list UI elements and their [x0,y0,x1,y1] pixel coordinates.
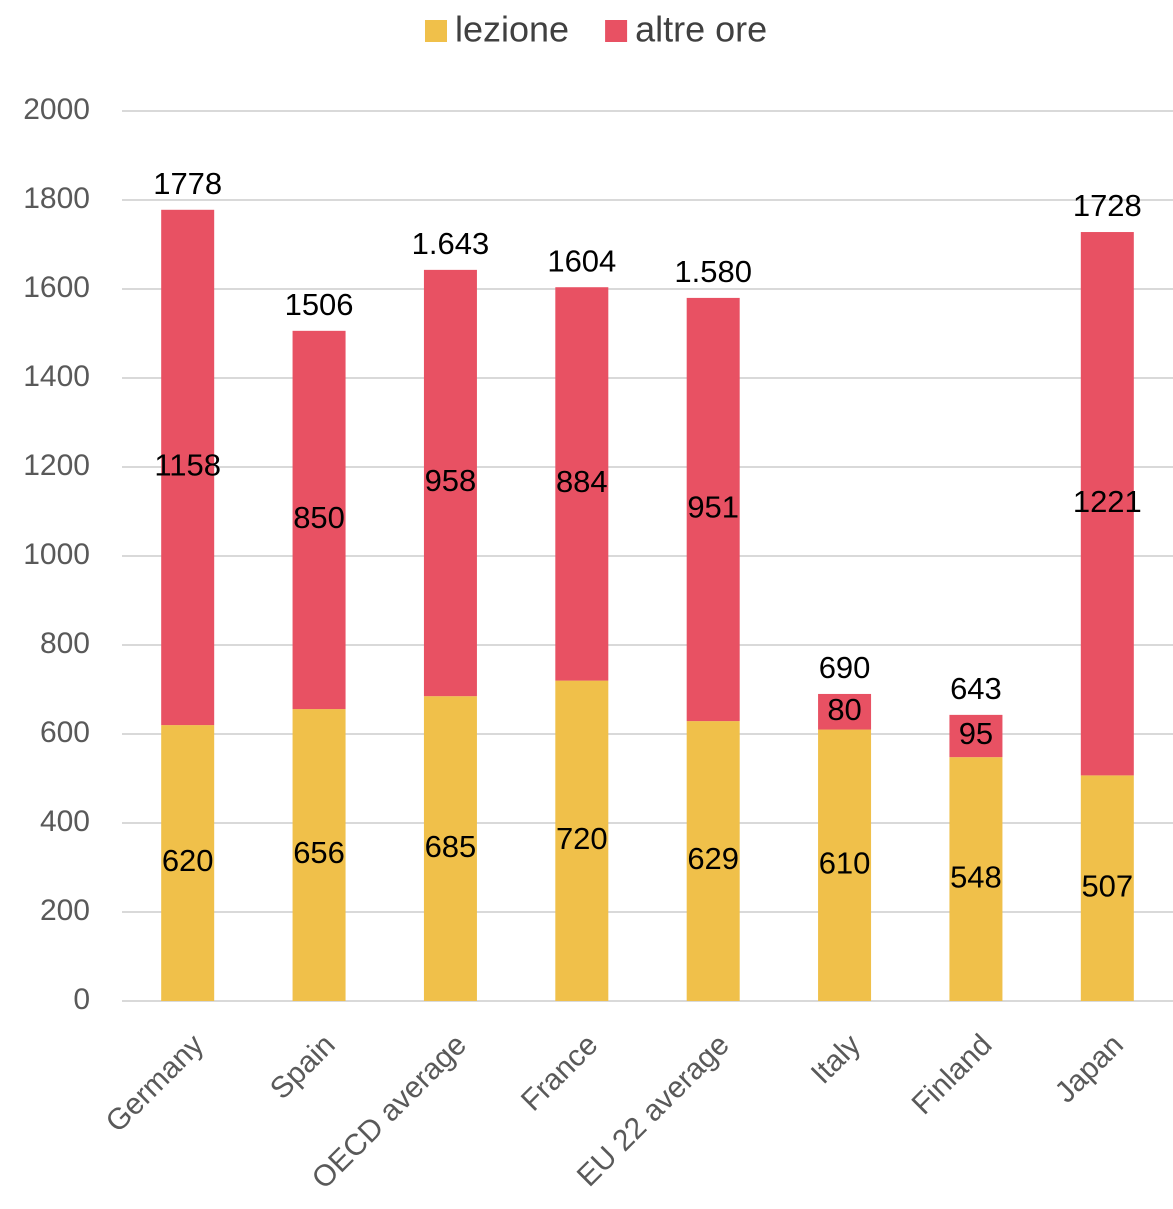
total-label: 1506 [285,287,354,322]
data-label: 610 [819,845,871,880]
bar-segment [292,330,346,710]
x-tick-label: Germany [100,1028,211,1139]
y-tick-label: 1200 [23,449,90,482]
data-label: 507 [1081,868,1133,903]
bar-segment [949,714,1003,758]
total-label: 643 [950,671,1002,706]
legend-swatch [605,20,628,42]
data-label: 1221 [1073,484,1142,519]
bar-segment [1080,775,1134,1001]
data-label: 884 [556,464,608,499]
total-label: 1604 [547,243,616,278]
bar-segment [686,721,740,1001]
y-tick-label: 0 [73,983,90,1016]
bar-segment [818,729,872,1001]
x-tick-label: Japan [1049,1028,1130,1109]
data-label: 1158 [154,448,221,483]
bar-segment [686,297,740,722]
total-label: 690 [819,650,871,685]
data-label: 95 [959,716,993,751]
y-tick-label: 600 [40,716,90,749]
data-label: 620 [162,843,214,878]
data-label: 951 [687,490,739,525]
data-label: 629 [687,841,739,876]
data-label: 720 [556,821,608,856]
data-label: 656 [293,835,345,870]
y-tick-label: 2000 [23,93,90,126]
y-tick-label: 1000 [23,538,90,571]
bar-segment [555,287,609,681]
bar-segment [292,709,346,1001]
bar-segment [161,725,215,1001]
bar-segment [423,696,477,1001]
total-label: 1.580 [674,254,752,289]
x-tick-label: France [515,1028,604,1117]
bar-segment [161,209,215,726]
legend-label: lezione [455,9,569,50]
y-tick-label: 800 [40,627,90,660]
data-label: 850 [293,500,345,535]
total-label: 1.643 [412,226,490,261]
bar-segment [818,693,872,730]
bar-segment [423,269,477,697]
legend-label: altre ore [635,9,767,50]
x-tick-label: Italy [805,1028,867,1090]
y-tick-label: 1600 [23,271,90,304]
data-label: 958 [425,463,477,498]
y-tick-label: 1800 [23,182,90,215]
legend: lezione altre ore [425,9,767,50]
total-label: 1778 [153,166,222,201]
data-label: 685 [425,829,477,864]
y-tick-label: 1400 [23,360,90,393]
bar-segment [949,757,1003,1001]
data-label: 80 [827,692,861,727]
x-tick-label: Finland [906,1028,999,1121]
x-tick-label: Spain [264,1028,342,1106]
bar-segment [1080,232,1134,776]
data-label: 548 [950,859,1002,894]
y-tick-label: 400 [40,805,90,838]
bar-segment [555,680,609,1001]
total-label: 1728 [1073,188,1142,223]
legend-swatch [425,20,447,42]
y-tick-label: 200 [40,894,90,927]
